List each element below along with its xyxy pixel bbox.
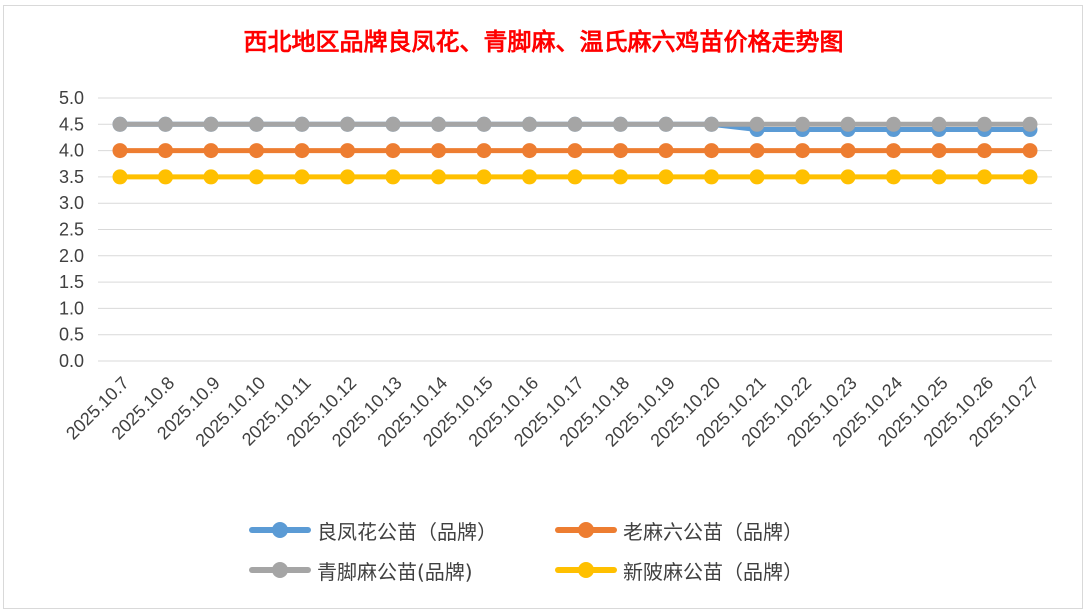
data-point[interactable] [158,169,173,185]
data-point[interactable] [158,143,173,159]
data-point[interactable] [977,143,992,159]
data-point[interactable] [340,143,355,159]
chart-area[interactable] [3,5,1083,609]
data-point[interactable] [977,169,992,185]
data-point[interactable] [522,116,537,132]
y-tick-label: 3.5 [59,167,84,187]
data-point[interactable] [249,143,264,159]
data-point[interactable] [886,116,901,132]
data-point[interactable] [977,116,992,132]
data-point[interactable] [1022,116,1038,132]
data-point[interactable] [249,169,264,185]
data-point[interactable] [567,116,583,132]
data-point[interactable] [522,169,537,185]
y-tick-label: 4.0 [59,141,84,161]
data-point[interactable] [431,143,446,159]
data-point[interactable] [886,143,901,159]
data-point[interactable] [749,143,765,159]
data-point[interactable] [203,143,219,159]
data-point[interactable] [931,116,947,132]
gridlines [98,97,1052,362]
data-point[interactable] [840,116,856,132]
data-point[interactable] [385,143,401,159]
y-tick-label: 5.0 [59,88,84,108]
data-point[interactable] [431,169,446,185]
data-point[interactable] [704,169,719,185]
y-tick-label: 4.5 [59,114,84,134]
series-2 [112,116,1038,132]
series-3 [112,169,1038,185]
y-tick-label: 1.5 [59,272,84,292]
data-point[interactable] [567,143,583,159]
data-point[interactable] [931,169,947,185]
data-point[interactable] [658,116,674,132]
data-point[interactable] [749,169,765,185]
data-point[interactable] [704,116,719,132]
y-tick-label: 3.0 [59,193,84,213]
y-tick-label: 0.5 [59,325,84,345]
series-1 [112,143,1038,159]
data-point[interactable] [340,116,355,132]
data-point[interactable] [1022,143,1038,159]
data-point[interactable] [795,116,810,132]
data-point[interactable] [203,116,219,132]
data-point[interactable] [112,169,128,185]
data-point[interactable] [886,169,901,185]
data-point[interactable] [249,116,264,132]
data-point[interactable] [840,169,856,185]
data-point[interactable] [704,143,719,159]
data-point[interactable] [613,143,628,159]
data-point[interactable] [658,143,674,159]
data-point[interactable] [795,169,810,185]
x-axis-tick-labels: 2025.10.72025.10.82025.10.92025.10.10202… [62,373,1043,451]
data-point[interactable] [567,169,583,185]
y-axis-tick-labels: 0.0 0.5 1.0 1.5 2.0 2.5 3.0 3.5 4.0 4.5 5.0 [59,88,84,371]
data-point[interactable] [613,169,628,185]
data-point[interactable] [158,116,173,132]
data-point[interactable] [203,169,219,185]
y-tick-label: 0.0 [59,351,84,371]
data-point[interactable] [1022,169,1038,185]
chart-title: 西北地区品牌良凤花、青脚麻、温氏麻六鸡苗价格走势图 [243,27,844,56]
data-point[interactable] [795,143,810,159]
data-point[interactable] [613,116,628,132]
data-point[interactable] [476,169,492,185]
data-point[interactable] [294,169,310,185]
series-lines [112,116,1038,185]
data-point[interactable] [385,116,401,132]
data-point[interactable] [385,169,401,185]
data-point[interactable] [112,116,128,132]
data-point[interactable] [112,143,128,159]
data-point[interactable] [522,143,537,159]
data-point[interactable] [658,169,674,185]
data-point[interactable] [840,143,856,159]
data-point[interactable] [476,116,492,132]
y-tick-label: 2.5 [59,220,84,240]
data-point[interactable] [476,143,492,159]
data-point[interactable] [749,116,765,132]
data-point[interactable] [294,116,310,132]
data-point[interactable] [294,143,310,159]
data-point[interactable] [340,169,355,185]
y-tick-label: 2.0 [59,246,84,266]
data-point[interactable] [931,143,947,159]
y-tick-label: 1.0 [59,298,84,318]
data-point[interactable] [431,116,446,132]
